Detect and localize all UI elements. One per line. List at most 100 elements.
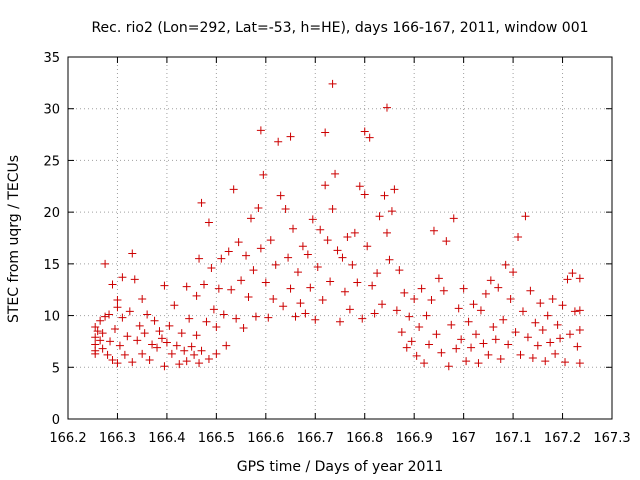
x-tick-label: 166.2 <box>49 431 86 446</box>
y-tick-label: 25 <box>43 154 60 169</box>
data-point <box>155 327 164 336</box>
data-point <box>301 309 310 318</box>
data-point <box>333 246 342 255</box>
data-point <box>120 350 129 359</box>
data-point <box>187 342 196 351</box>
data-point <box>405 312 414 321</box>
data-point <box>570 307 579 316</box>
data-point <box>417 284 426 293</box>
data-point <box>123 332 132 341</box>
data-point <box>192 291 201 300</box>
data-point <box>101 259 110 268</box>
data-point <box>528 353 537 362</box>
data-point <box>106 337 115 346</box>
data-point <box>444 362 453 371</box>
data-point <box>138 295 147 304</box>
data-point <box>91 322 100 331</box>
data-point <box>355 182 364 191</box>
y-tick-label: 0 <box>52 413 60 428</box>
data-point <box>556 334 565 343</box>
data-point <box>558 301 567 310</box>
data-point <box>246 214 255 223</box>
data-point <box>276 191 285 200</box>
data-point <box>209 305 218 314</box>
data-point <box>467 343 476 352</box>
data-point <box>148 340 157 349</box>
data-point <box>279 302 288 311</box>
data-point <box>318 296 327 305</box>
data-point <box>551 349 560 358</box>
data-point <box>449 214 458 223</box>
data-point <box>336 317 344 326</box>
data-point <box>118 273 127 282</box>
data-point <box>182 357 191 366</box>
data-point <box>91 349 100 358</box>
data-point <box>177 329 186 338</box>
data-point <box>212 322 221 331</box>
data-point <box>358 314 367 323</box>
data-point <box>541 357 550 366</box>
data-point <box>207 263 216 272</box>
data-point <box>293 268 302 277</box>
data-point <box>494 283 503 292</box>
data-point <box>382 228 391 237</box>
data-point <box>274 137 283 146</box>
y-axis-label: STEC from uqrg / TECUs <box>6 155 22 323</box>
data-point <box>486 276 495 285</box>
data-point <box>415 322 424 331</box>
data-points <box>91 79 584 371</box>
data-point <box>360 190 369 199</box>
x-tick-label: 166.7 <box>297 431 334 446</box>
data-point <box>185 314 194 323</box>
data-point <box>153 343 162 352</box>
data-point <box>504 340 513 349</box>
data-point <box>506 295 515 304</box>
data-point <box>378 300 387 309</box>
y-tick-label: 35 <box>43 51 60 66</box>
x-tick-label: 167.2 <box>544 431 581 446</box>
y-tick-label: 5 <box>52 361 60 376</box>
data-point <box>105 310 114 319</box>
data-point <box>96 336 105 345</box>
data-point <box>575 326 584 335</box>
data-point <box>296 299 305 308</box>
x-tick-label: 167.1 <box>494 431 531 446</box>
data-point <box>162 338 171 347</box>
data-point <box>103 350 112 359</box>
data-point <box>575 274 584 283</box>
data-point <box>523 333 532 342</box>
data-point <box>266 236 275 245</box>
data-point <box>499 315 508 324</box>
data-point <box>526 286 535 295</box>
data-point <box>422 311 431 320</box>
data-point <box>313 262 322 271</box>
data-point <box>395 266 404 275</box>
x-axis-label: GPS time / Days of year 2011 <box>237 459 444 475</box>
data-point <box>338 253 347 262</box>
data-point <box>573 342 582 351</box>
data-point <box>175 360 184 369</box>
data-point <box>390 185 399 194</box>
data-point <box>167 349 176 358</box>
data-point <box>128 358 137 367</box>
data-point <box>321 181 330 190</box>
data-point <box>160 362 169 371</box>
data-point <box>195 254 204 263</box>
y-tick-label: 20 <box>43 206 60 221</box>
data-point <box>385 255 394 264</box>
data-point <box>437 348 446 357</box>
data-point <box>496 355 505 364</box>
data-point <box>237 276 246 285</box>
data-point <box>479 339 488 348</box>
data-point <box>397 328 406 337</box>
data-point <box>130 275 139 284</box>
data-point <box>157 334 166 343</box>
x-tick-label: 166.9 <box>396 431 433 446</box>
data-point <box>138 349 147 358</box>
data-point <box>180 346 189 355</box>
data-point <box>244 292 253 301</box>
data-point <box>360 127 369 136</box>
x-axis-ticks: 166.2 166.3 166.4 166.5 166.6 166.7 166.8 166.9… <box>49 57 631 446</box>
data-point <box>363 242 372 251</box>
data-point <box>548 295 557 304</box>
